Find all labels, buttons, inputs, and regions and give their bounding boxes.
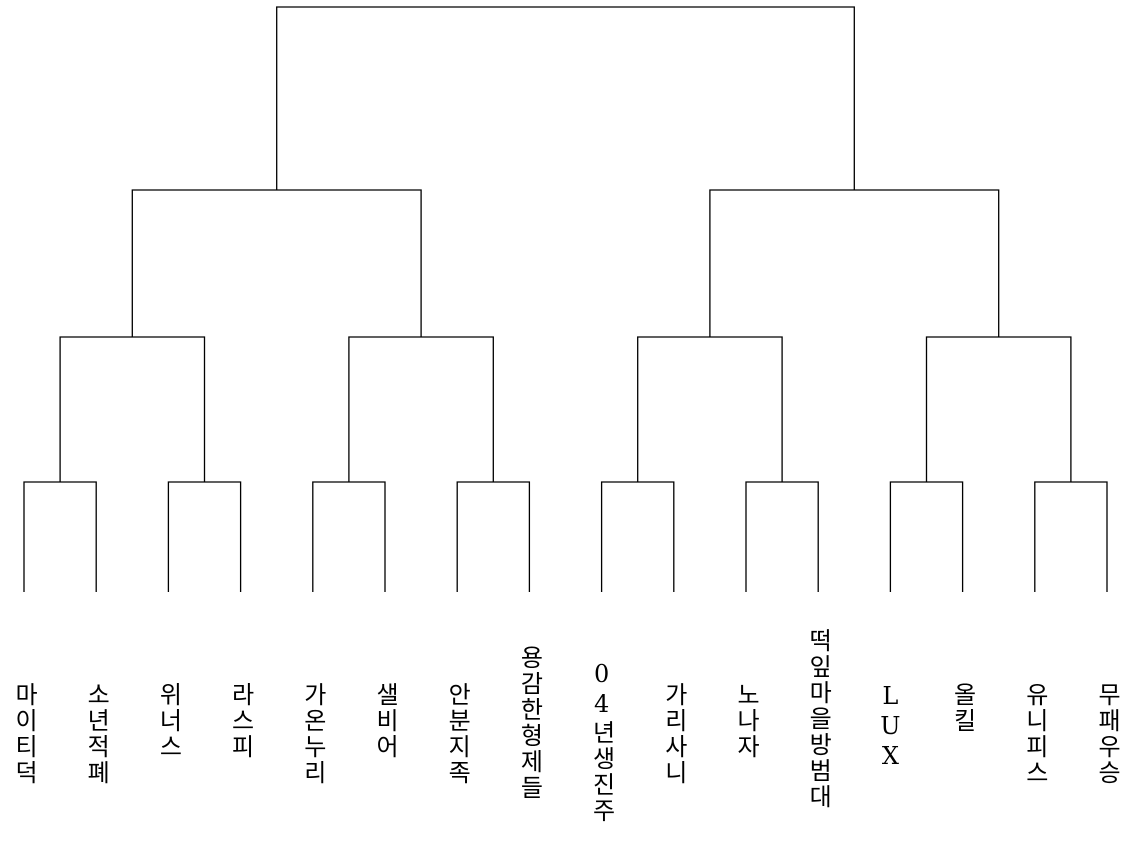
team-name-13: LUX <box>876 682 905 772</box>
match-semifinal-2 <box>709 189 1000 337</box>
match-r1-5 <box>600 481 675 592</box>
team-name-16: 무패우승 <box>1093 682 1121 786</box>
match-r2-2 <box>348 336 494 482</box>
team-name-2: 소년적폐 <box>82 682 111 786</box>
match-semifinal-1 <box>131 189 422 337</box>
team-name-15: 유니피스 <box>1020 682 1049 786</box>
match-r1-3 <box>312 481 386 592</box>
team-name-6: 샐비어 <box>371 682 399 760</box>
team-name-7: 안분지족 <box>443 682 472 786</box>
team-name-12: 떡잎마을방범대 <box>804 628 833 810</box>
team-name-9: 04년생진주 <box>587 660 616 824</box>
team-name-5: 가온누리 <box>298 682 327 786</box>
team-name-3: 위너스 <box>154 682 183 760</box>
match-r1-1 <box>23 481 97 592</box>
team-name-4: 라스피 <box>226 682 255 760</box>
match-r1-6 <box>745 481 819 592</box>
team-name-8: 용감한형제들 <box>515 645 544 801</box>
match-r2-1 <box>59 336 206 482</box>
team-name-1: 마이티덕 <box>10 682 38 786</box>
team-name-10: 가리사니 <box>659 682 688 786</box>
team-name-14: 올킬 <box>948 682 977 734</box>
match-final-1 <box>276 6 855 190</box>
match-r2-4 <box>925 336 1072 482</box>
match-r1-2 <box>167 481 242 592</box>
team-name-11: 노나자 <box>732 682 760 760</box>
match-r2-3 <box>637 336 783 482</box>
match-r1-7 <box>889 481 964 592</box>
match-r1-4 <box>456 481 531 592</box>
match-r1-8 <box>1034 481 1108 592</box>
